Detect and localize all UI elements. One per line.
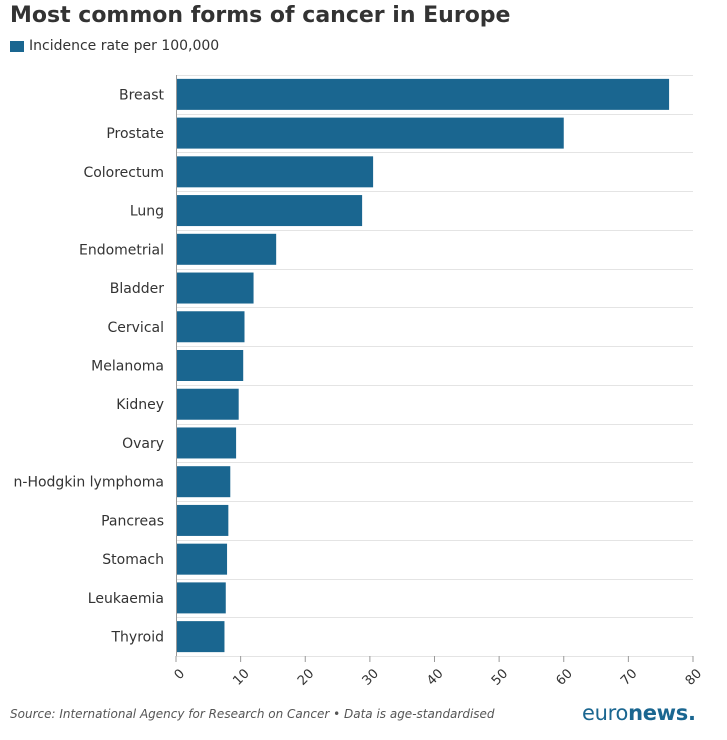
bar-colorectum [176, 156, 374, 188]
logo-part-news: news [628, 701, 688, 725]
x-tick-label: 60 [553, 666, 575, 688]
legend: Incidence rate per 100,000 [10, 38, 219, 54]
category-label: Thyroid [111, 630, 165, 646]
x-tick-label: 30 [360, 666, 382, 688]
bar-bladder [176, 272, 254, 304]
category-label: Colorectum [83, 165, 164, 181]
category-label: Cervical [108, 320, 165, 336]
bar-thyroid [176, 621, 225, 653]
bar-pancreas [176, 504, 229, 536]
bar-prostate [176, 117, 564, 149]
bar-stomach [176, 543, 228, 575]
category-label: Pancreas [101, 513, 164, 529]
category-label: Leukaemia [88, 591, 164, 607]
category-label: Breast [119, 87, 165, 103]
category-label: Kidney [116, 397, 164, 413]
category-label: Ovary [122, 436, 164, 452]
bar-chart: Breast Prostate Colorectum Lung Endometrial B… [14, 75, 705, 689]
bar-lung [176, 195, 363, 227]
logo-dot: . [687, 701, 696, 725]
x-tick-label: 40 [424, 666, 446, 688]
category-label: Stomach [102, 552, 164, 568]
category-label: Prostate [106, 126, 164, 142]
category-label: Melanoma [91, 358, 164, 374]
x-tick-label: 20 [295, 666, 317, 688]
x-tick-label: 0 [172, 666, 188, 682]
x-tick-label: 70 [618, 666, 640, 688]
category-label: Bladder [110, 281, 164, 297]
bar-leukaemia [176, 582, 226, 614]
bar-cervical [176, 311, 245, 343]
chart-title: Most common forms of cancer in Europe [10, 3, 511, 28]
bar-melanoma [176, 349, 244, 381]
x-tick-label: 10 [230, 666, 252, 688]
legend-label: Incidence rate per 100,000 [29, 38, 220, 54]
logo-part-euro: euro [582, 701, 629, 725]
source-note: Source: International Agency for Researc… [10, 707, 495, 721]
x-tick-label: 80 [683, 666, 705, 688]
bar-kidney [176, 388, 239, 420]
bar-endometrial [176, 233, 277, 265]
legend-swatch [10, 40, 24, 52]
bar-n-hodgkin-lymphoma [176, 466, 231, 498]
bar-ovary [176, 427, 237, 459]
category-label: Endometrial [79, 242, 164, 258]
category-label: n-Hodgkin lymphoma [14, 475, 164, 491]
bar-breast [176, 78, 670, 110]
category-label: Lung [130, 204, 164, 220]
x-tick-label: 50 [489, 666, 511, 688]
euronews-logo[interactable]: euronews. [582, 701, 696, 725]
